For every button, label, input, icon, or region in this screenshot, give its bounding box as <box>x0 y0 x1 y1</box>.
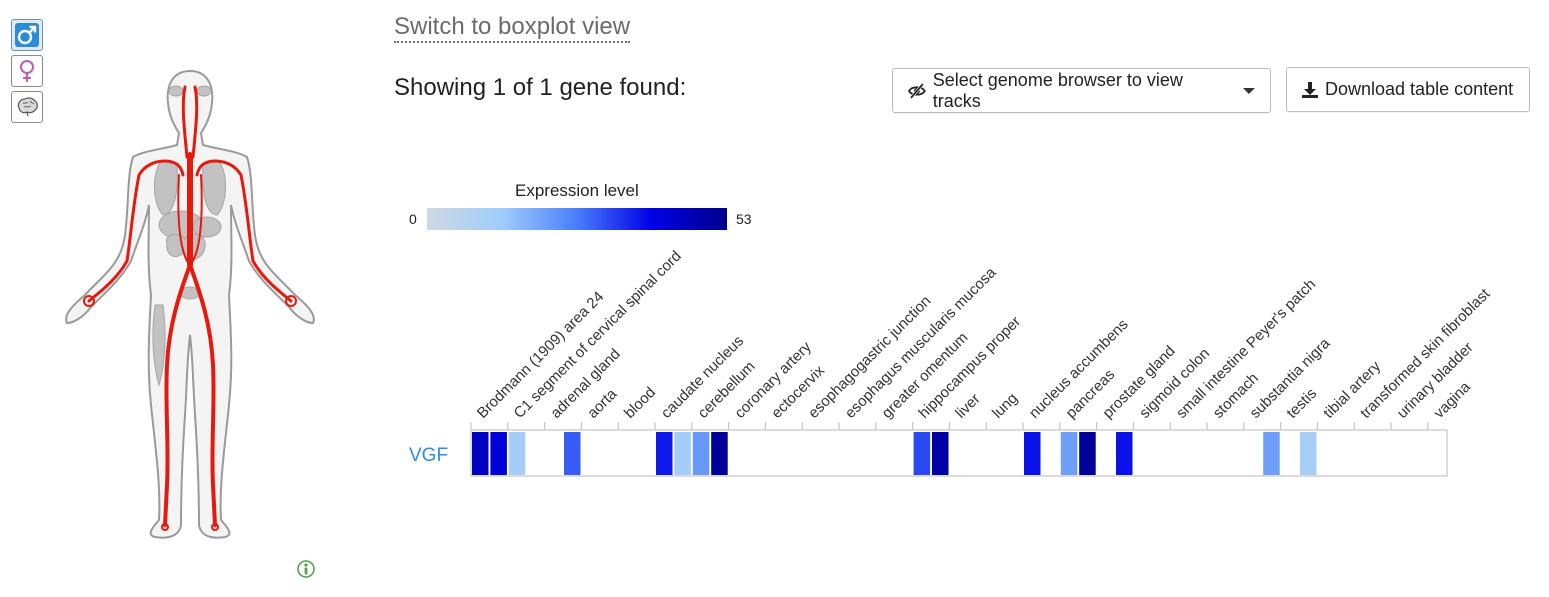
download-table-button[interactable]: Download table content <box>1286 67 1530 112</box>
body-anatomy-illustration[interactable] <box>55 65 325 545</box>
female-view-button[interactable] <box>11 55 43 87</box>
caret-down-icon <box>1243 87 1256 94</box>
heatmap-cell[interactable] <box>1060 432 1078 475</box>
artery-network <box>83 85 297 531</box>
heatmap-cell[interactable] <box>932 432 949 475</box>
eye-slash-icon <box>907 82 926 99</box>
genome-button-label: Select genome browser to view tracks <box>932 69 1183 111</box>
heatmap-cell[interactable] <box>692 432 710 475</box>
heatmap-cell[interactable] <box>1116 432 1133 475</box>
brain-icon <box>17 97 38 117</box>
heatmap-cell[interactable] <box>656 432 673 475</box>
heatmap-cell[interactable] <box>913 432 931 475</box>
heatmap-cell[interactable] <box>1079 432 1096 475</box>
heatmap-cell[interactable] <box>564 432 581 475</box>
tissue-label: liver <box>952 390 983 421</box>
tissue-label: lung <box>989 390 1021 422</box>
heatmap-frame <box>470 429 1448 477</box>
legend-color-scale <box>427 208 727 230</box>
heatmap-cell[interactable] <box>490 432 507 475</box>
brain-view-button[interactable] <box>11 91 43 123</box>
genome-browser-dropdown-button[interactable]: Select genome browser to view tracks <box>892 68 1271 113</box>
legend-title: Expression level <box>515 181 639 200</box>
heatmap-cell[interactable] <box>1024 432 1041 475</box>
switch-to-boxplot-link[interactable]: Switch to boxplot view <box>394 13 631 43</box>
heatmap-cell[interactable] <box>1300 432 1317 475</box>
gene-label-vgf[interactable]: VGF <box>409 445 449 466</box>
legend-min-label: 0 <box>409 211 417 227</box>
heatmap-cell[interactable] <box>508 432 526 475</box>
download-icon <box>1302 81 1318 98</box>
body-outline <box>65 69 315 539</box>
female-symbol-icon <box>20 60 34 82</box>
male-view-button[interactable] <box>11 19 43 51</box>
heatmap-cell[interactable] <box>1263 432 1280 475</box>
download-button-label: Download table content <box>1325 79 1514 99</box>
info-icon[interactable] <box>296 559 316 579</box>
heatmap-cell[interactable] <box>472 432 489 475</box>
heatmap-cell[interactable] <box>711 432 728 475</box>
male-symbol-icon <box>15 23 39 47</box>
legend-max-label: 53 <box>736 211 752 227</box>
result-count-heading: Showing 1 of 1 gene found: <box>394 74 687 101</box>
heatmap-cell[interactable] <box>674 432 691 475</box>
tissue-label: blood <box>621 384 659 422</box>
